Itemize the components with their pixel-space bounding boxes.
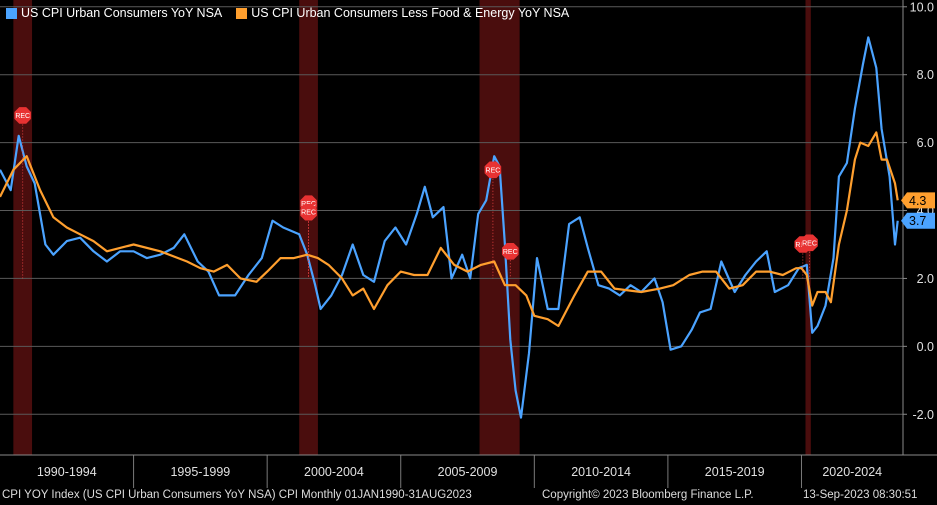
- cpi-chart: 1990-1994 1995-1999 2000-2004 2005-2009 2010…: [0, 0, 937, 488]
- x-period-label: 1995-1999: [170, 465, 230, 479]
- rec-marker-label: REC: [802, 240, 817, 247]
- y-tick-label: 8.0: [917, 68, 934, 82]
- rec-marker: [300, 203, 317, 221]
- recession-markers: RECRECRECRECRECRECREC: [14, 107, 818, 279]
- footer-index-info: CPI YOY Index (US CPI Urban Consumers Yo…: [2, 489, 472, 501]
- legend: US CPI Urban Consumers YoY NSA US CPI Ur…: [6, 6, 569, 20]
- legend-label-cpi: US CPI Urban Consumers YoY NSA: [21, 6, 223, 20]
- rec-marker-label: REC: [503, 249, 518, 256]
- y-tick-label: 0.0: [917, 340, 934, 354]
- rec-marker: [484, 161, 502, 179]
- last-value-flag: [901, 212, 935, 229]
- rec-marker-label: REC: [301, 210, 316, 217]
- footer-copyright: Copyright© 2023 Bloomberg Finance L.P.: [542, 489, 754, 501]
- plot-background: [0, 0, 903, 455]
- legend-swatch-core-cpi: [236, 7, 248, 19]
- footer-timestamp: 13-Sep-2023 08:30:51: [803, 489, 918, 501]
- recession-band: [479, 0, 520, 455]
- last-value-label: 4.3: [909, 194, 926, 208]
- last-value-tag: 3.7: [901, 212, 935, 229]
- x-period-label: 2010-2014: [571, 465, 631, 479]
- recession-bands: [13, 0, 811, 455]
- footer: CPI YOY Index (US CPI Urban Consumers Yo…: [0, 488, 937, 505]
- x-period-label: 2005-2009: [438, 465, 498, 479]
- x-period-label: 1990-1994: [37, 465, 97, 479]
- rec-marker: [14, 107, 31, 124]
- rec-marker: [502, 243, 519, 260]
- legend-item-cpi[interactable]: US CPI Urban Consumers YoY NSA: [6, 6, 222, 20]
- series-lines: [0, 36, 899, 419]
- rec-marker-label: REC: [486, 167, 501, 174]
- y-tick-label: 10.0: [910, 0, 934, 14]
- legend-swatch-cpi: [6, 7, 17, 19]
- y-tick-label: 2.0: [917, 272, 934, 286]
- y-tick-label: 6.0: [917, 136, 934, 150]
- x-axis-periods: 1990-1994 1995-1999 2000-2004 2005-2009 2010…: [0, 454, 937, 488]
- rec-marker-label: REC: [15, 113, 30, 120]
- legend-item-core-cpi[interactable]: US CPI Urban Consumers Less Food & Energ…: [236, 6, 569, 20]
- series-line-cpi: [0, 36, 899, 419]
- y-tick-label: -2.0: [912, 408, 934, 422]
- last-value-labels: 4.33.7: [901, 192, 935, 229]
- last-value-flag: [901, 192, 935, 209]
- series-line-core-cpi: [0, 131, 899, 328]
- x-period-label: 2000-2004: [304, 465, 364, 479]
- x-period-label: 2020-2024: [822, 465, 882, 479]
- legend-label-core-cpi: US CPI Urban Consumers Less Food & Energ…: [251, 6, 570, 20]
- recession-band: [805, 0, 811, 455]
- recession-band: [13, 0, 33, 455]
- last-value-label: 3.7: [909, 214, 926, 228]
- x-period-label: 2015-2019: [705, 465, 765, 479]
- last-value-tag: 4.3: [901, 192, 935, 209]
- rec-marker: [801, 234, 818, 252]
